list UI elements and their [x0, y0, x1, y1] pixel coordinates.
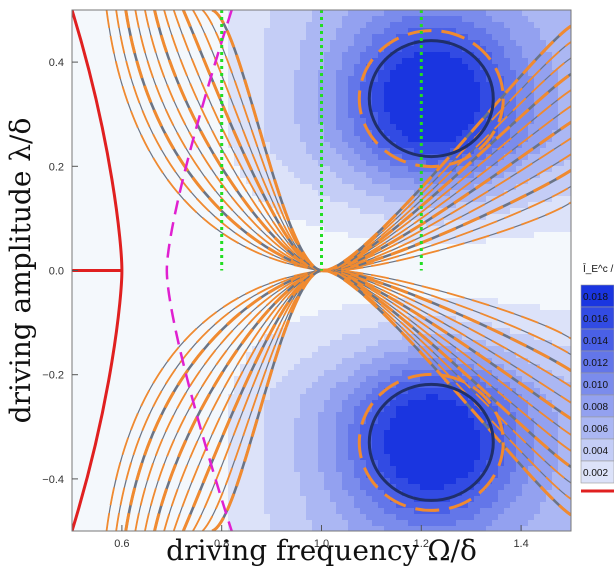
y-tick-label: 0.2	[49, 161, 64, 173]
contour-line-dashed	[105, 10, 571, 272]
hotspot-contour-dashed	[357, 372, 505, 512]
y-axis-title: driving amplitude λ/δ	[4, 118, 37, 424]
legend-swatch	[580, 460, 614, 484]
contour-line-dashed	[172, 10, 571, 272]
legend-level-label: 0.006	[583, 424, 608, 435]
contour-line-dashed	[134, 269, 571, 531]
legend-level-label: 0.004	[583, 446, 608, 457]
y-tick-label: 0.0	[49, 266, 64, 278]
legend-level-label: 0.018	[583, 292, 608, 303]
legend-level-label: 0.012	[583, 358, 608, 369]
x-tick-label: 0.6	[114, 538, 129, 550]
legend-level-label: 0.016	[583, 314, 608, 325]
plot-area	[72, 10, 571, 531]
x-axis-title: driving frequency Ω/δ	[166, 534, 477, 567]
y-tick-label: −0.2	[42, 370, 64, 382]
y-tick-label: 0.4	[49, 57, 64, 69]
legend-level-label: 0.014	[583, 336, 608, 347]
contour-line-dashed	[163, 269, 571, 531]
legend-level-label: 0.010	[583, 380, 608, 391]
contour-line-dashed	[172, 269, 571, 531]
x-tick-label: 1.0	[314, 538, 329, 550]
hotspot-contour	[367, 382, 495, 502]
x-tick-label: 1.2	[414, 538, 429, 550]
contour-line-dashed	[105, 269, 571, 531]
legend-title: Ī_E^c / (Γ_c δ)	[583, 263, 614, 275]
x-tick-label: 1.4	[513, 538, 528, 550]
colorbar-legend: Ī_E^c / (Γ_c δ) 0.018 0.016 0.014 0.012 0.010…	[580, 263, 614, 493]
hotspot-contour-dashed	[357, 29, 505, 169]
contour-line-dashed	[163, 10, 571, 272]
axes: 0.6 0.8 1.0 1.2 1.4 −0.4 −0.2 0.0 0.2 0.4 driving …	[4, 9, 572, 567]
legend-level-label: 0.008	[583, 402, 608, 413]
x-tick-label: 0.8	[214, 538, 229, 550]
magenta-boundary	[165, 10, 233, 531]
contour-line-dashed	[134, 10, 571, 272]
y-tick-label: −0.4	[42, 474, 64, 486]
contour-lines	[72, 10, 571, 531]
hotspot-contour	[367, 39, 495, 159]
legend-level-label: 0.002	[583, 468, 608, 479]
